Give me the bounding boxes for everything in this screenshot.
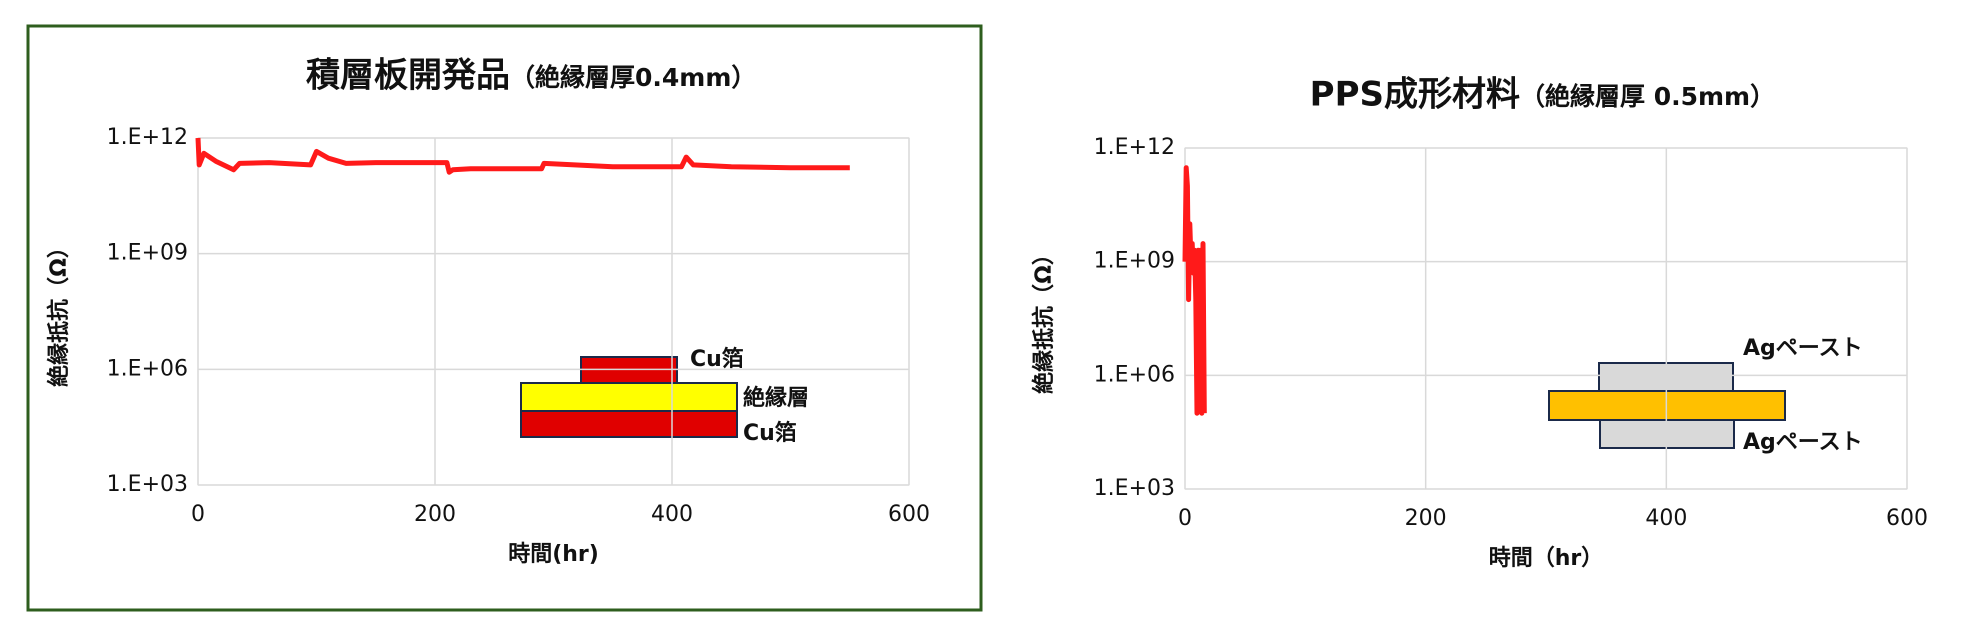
y-tick-label: 1.E+06 xyxy=(1094,362,1175,387)
y-tick-label: 1.E+09 xyxy=(107,241,188,266)
x-tick-label: 600 xyxy=(1886,506,1928,531)
chart-frame xyxy=(26,24,983,612)
annotation: Agペースト xyxy=(1743,336,1863,361)
x-tick-label: 200 xyxy=(1405,506,1447,531)
x-tick-label: 0 xyxy=(1178,506,1192,531)
x-tick-label: 200 xyxy=(414,502,456,527)
data-line xyxy=(1182,165,1207,416)
x-tick-label: 600 xyxy=(888,502,930,527)
x-axis-label: 時間（hr） xyxy=(1489,546,1604,571)
annotation: Cu箔 xyxy=(743,420,797,446)
chart-subtitle: （絶縁層厚 0.5mm） xyxy=(1520,82,1775,111)
annotation: 絶縁層 xyxy=(743,385,809,411)
cu-foil xyxy=(520,410,738,438)
chart-title: PPS成形材料 xyxy=(1310,75,1520,115)
insulation-layer xyxy=(520,382,738,412)
y-tick-label: 1.E+06 xyxy=(107,356,188,381)
x-tick-label: 400 xyxy=(1645,506,1687,531)
y-tick-label: 1.E+09 xyxy=(1094,249,1175,274)
x-tick-label: 400 xyxy=(651,502,693,527)
y-tick-label: 1.E+03 xyxy=(1094,476,1175,501)
y-axis-label: 絶縁抵抗（Ω） xyxy=(1031,243,1057,394)
annotation: Cu箔 xyxy=(690,346,744,372)
y-axis-label: 絶縁抵抗（Ω） xyxy=(46,236,72,387)
data-line xyxy=(195,137,850,175)
x-tick-label: 0 xyxy=(191,502,205,527)
annotation: Agペースト xyxy=(1743,430,1863,455)
y-tick-label: 1.E+12 xyxy=(107,125,188,150)
x-axis-label: 時間(hr) xyxy=(508,542,599,567)
y-tick-label: 1.E+12 xyxy=(1094,135,1175,160)
chart-title: 積層板開発品 xyxy=(306,56,510,96)
y-tick-label: 1.E+03 xyxy=(107,472,188,497)
chart-subtitle: （絶縁層厚0.4mm） xyxy=(510,63,756,92)
